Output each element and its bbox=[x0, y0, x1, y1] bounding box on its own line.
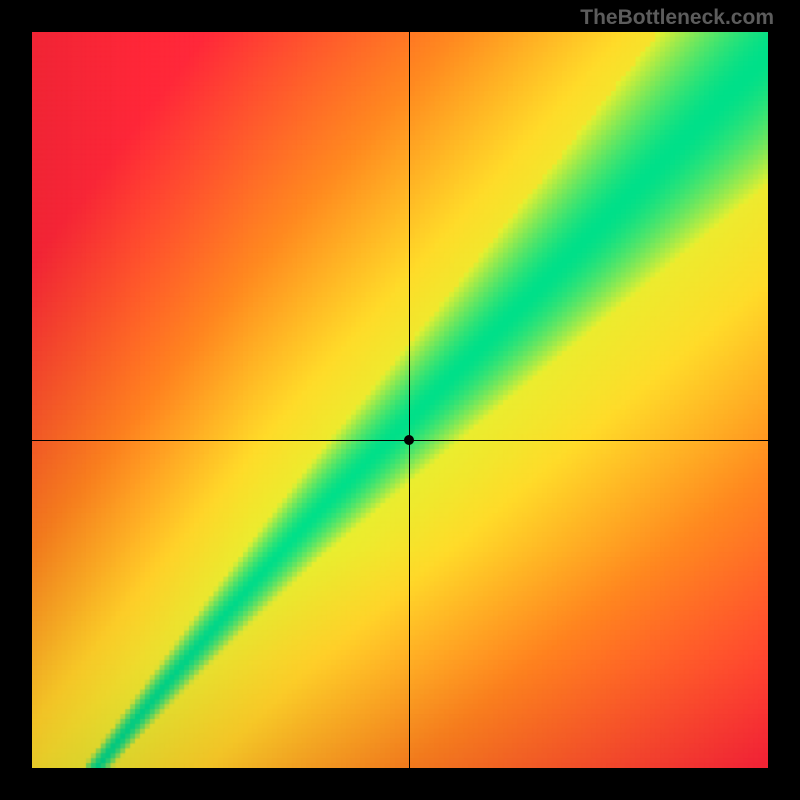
crosshair-horizontal bbox=[32, 440, 768, 441]
chart-container: TheBottleneck.com bbox=[0, 0, 800, 800]
heatmap-canvas bbox=[32, 32, 768, 768]
crosshair-vertical bbox=[409, 32, 410, 768]
watermark-text: TheBottleneck.com bbox=[580, 6, 774, 30]
plot-area bbox=[32, 32, 768, 768]
data-point-marker bbox=[404, 435, 414, 445]
